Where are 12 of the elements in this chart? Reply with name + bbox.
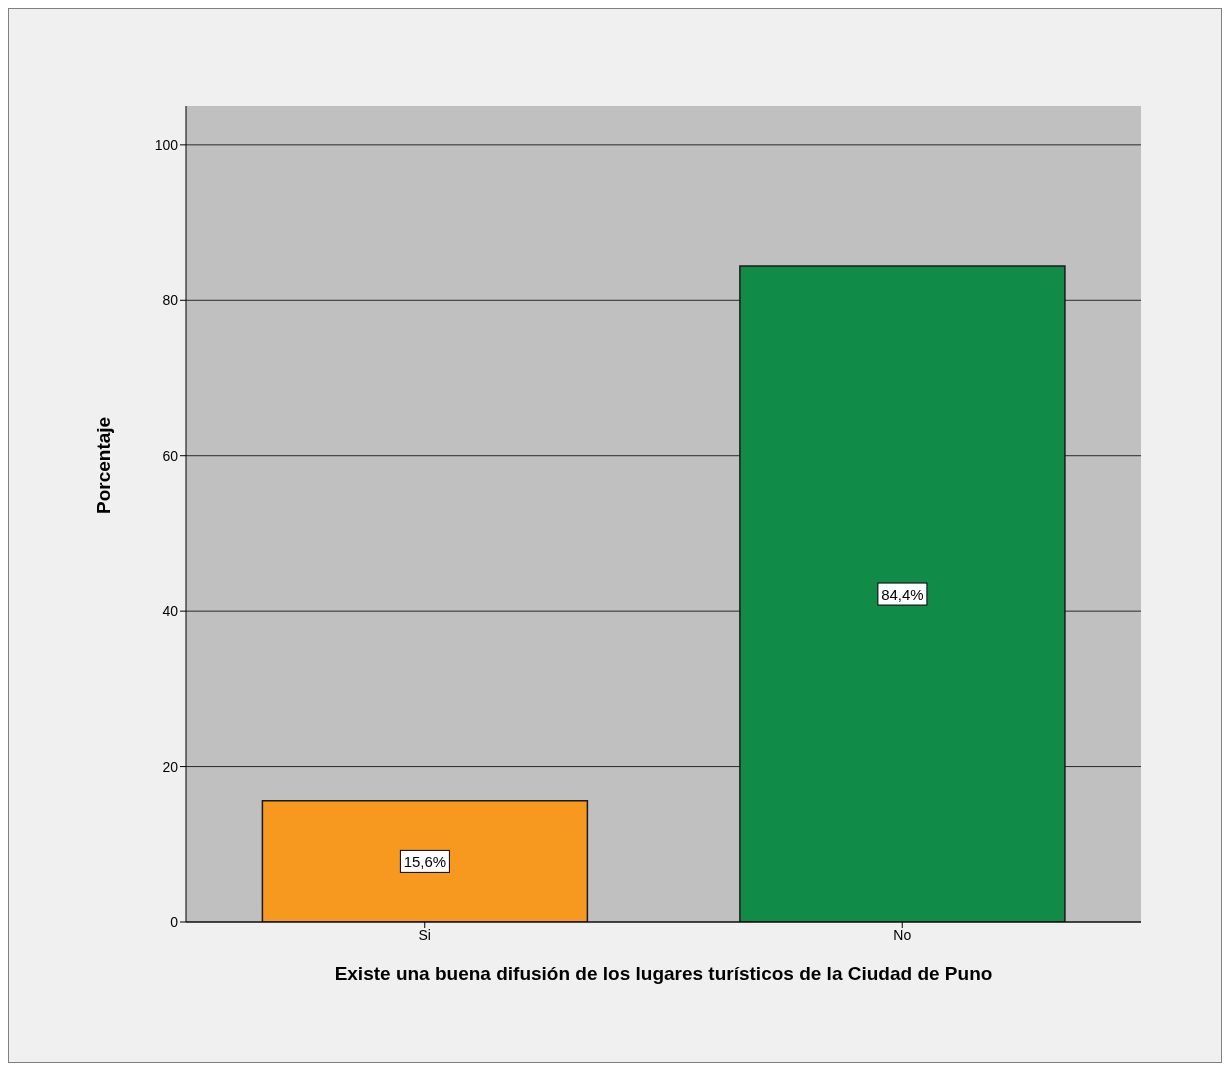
y-tick-label: 40 — [162, 603, 179, 620]
y-axis-title: Porcentaje — [92, 416, 114, 514]
y-tick-label: 80 — [162, 292, 179, 309]
y-tick-label: 60 — [162, 447, 179, 464]
y-tick-label: 20 — [162, 758, 179, 775]
x-tick-label: No — [893, 926, 912, 943]
x-axis-title: Existe una buena difusión de los lugares turísticos de la Ciudad de Puno — [334, 963, 993, 984]
data-label: 84,4% — [881, 585, 924, 603]
x-tick-label: Si — [418, 926, 431, 943]
y-tick-label: 0 — [170, 913, 179, 930]
data-label: 15,6% — [403, 852, 447, 870]
y-tick-label: 100 — [154, 136, 179, 153]
